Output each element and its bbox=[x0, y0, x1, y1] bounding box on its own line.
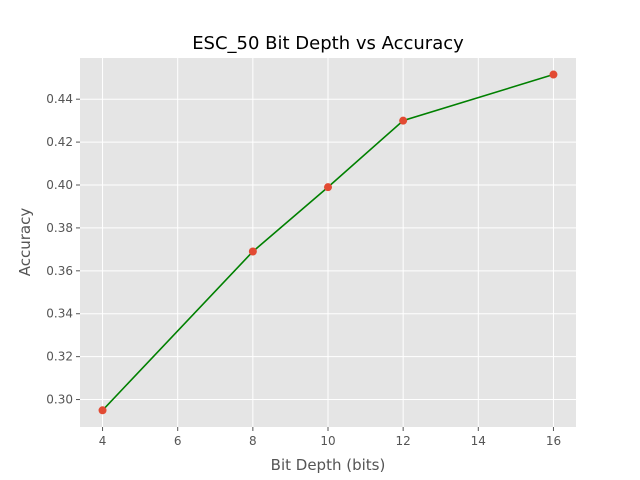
x-tick-label: 16 bbox=[546, 434, 561, 448]
x-tick-label: 4 bbox=[99, 434, 107, 448]
y-tick-label: 0.44 bbox=[46, 92, 73, 106]
y-tick-label: 0.32 bbox=[46, 350, 73, 364]
axis-ticks: 4 6 8 10 12 14 16 0.30 0.32 0.34 0.36 0.38 0.40 0.42 0… bbox=[46, 92, 561, 448]
y-tick-label: 0.42 bbox=[46, 135, 73, 149]
data-point bbox=[248, 247, 257, 256]
data-point bbox=[324, 183, 332, 192]
series-layer bbox=[98, 70, 558, 415]
y-axis-label: Accuracy bbox=[16, 208, 34, 277]
x-tick-label: 6 bbox=[174, 434, 182, 448]
y-tick-label: 0.30 bbox=[46, 393, 73, 407]
x-axis-label: Bit Depth (bits) bbox=[271, 456, 386, 474]
data-point bbox=[98, 406, 107, 415]
data-point bbox=[399, 116, 408, 125]
y-tick-label: 0.34 bbox=[46, 307, 73, 321]
chart-title: ESC_50 Bit Depth vs Accuracy bbox=[192, 33, 464, 54]
x-tick-label: 12 bbox=[396, 434, 411, 448]
y-tick-label: 0.36 bbox=[46, 264, 73, 278]
x-tick-label: 14 bbox=[471, 434, 486, 448]
data-point bbox=[549, 70, 558, 79]
y-tick-label: 0.40 bbox=[46, 178, 73, 192]
x-tick-label: 10 bbox=[320, 434, 335, 448]
x-tick-label: 8 bbox=[249, 434, 257, 448]
y-tick-label: 0.38 bbox=[46, 221, 73, 235]
